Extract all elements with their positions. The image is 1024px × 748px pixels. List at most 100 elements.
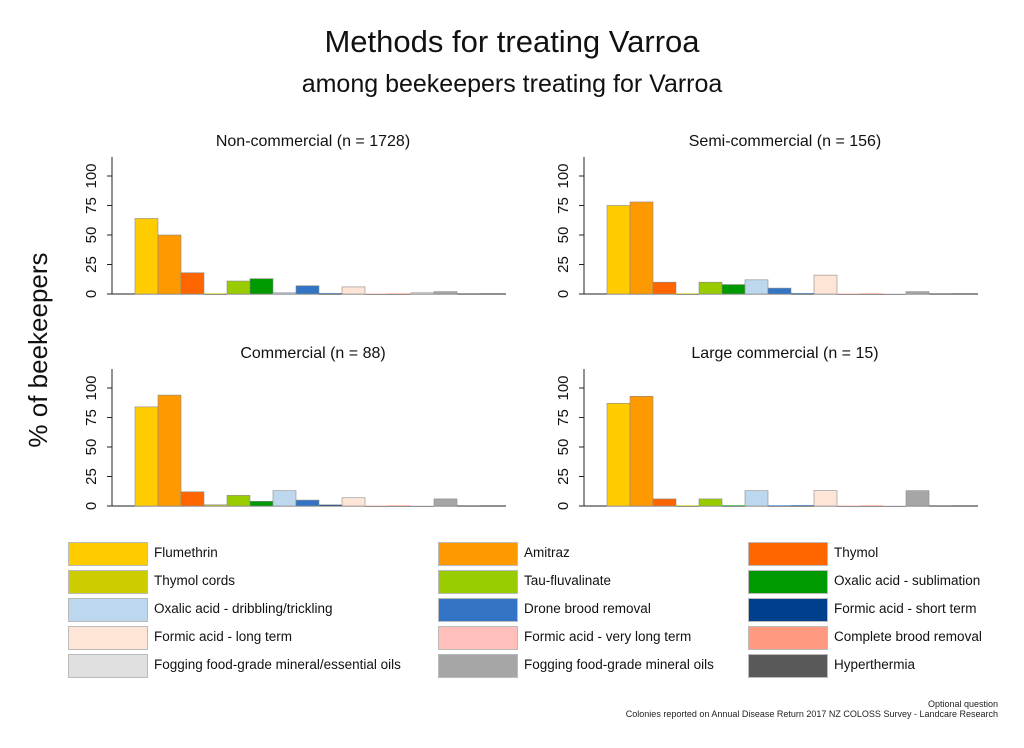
legend-swatch — [68, 626, 148, 650]
bar-6 — [722, 505, 745, 506]
bar-3 — [652, 281, 677, 295]
bar-10 — [813, 490, 838, 507]
legend-label: Drone brood removal — [524, 601, 651, 616]
legend: Flumethrin Amitraz Thymol Thymol cords Tau-f… — [68, 542, 1008, 682]
legend-label: Formic acid - short term — [834, 601, 977, 616]
bar-2 — [629, 201, 654, 295]
y-tick-label: 100 — [555, 375, 572, 400]
legend-label: Oxalic acid - sublimation — [834, 573, 981, 588]
legend-swatch — [438, 542, 518, 566]
y-tick-label: 75 — [555, 409, 572, 426]
footer-source: Colonies reported on Annual Disease Retu… — [625, 709, 998, 719]
panel-title: Semi-commercial (n = 156) — [689, 133, 882, 150]
legend-swatch — [748, 570, 828, 594]
panel-title: Non-commercial (n = 1728) — [216, 133, 410, 150]
legend-swatch — [68, 654, 148, 678]
y-tick-label: 100 — [555, 163, 572, 188]
chart-title: Methods for treating Varroa — [324, 24, 700, 59]
bar-15 — [929, 293, 952, 294]
bar-13 — [883, 293, 906, 294]
y-tick-label: 0 — [555, 290, 572, 298]
bar-4 — [203, 504, 228, 507]
y-tick-label: 50 — [83, 439, 100, 456]
legend-swatch — [748, 542, 828, 566]
bar-11 — [365, 505, 388, 506]
y-tick-label: 25 — [555, 256, 572, 273]
bar-2 — [629, 395, 654, 507]
y-tick-label: 0 — [83, 502, 100, 510]
legend-swatch — [68, 598, 148, 622]
legend-label: Oxalic acid - dribbling/trickling — [154, 601, 333, 616]
bar-14 — [905, 291, 930, 295]
bar-8 — [768, 505, 791, 506]
footer-note: Optional question — [927, 699, 998, 709]
legend-swatch — [438, 570, 518, 594]
y-tick-label: 75 — [555, 197, 572, 214]
bar-10 — [341, 286, 366, 295]
y-tick-label: 25 — [83, 256, 100, 273]
bar-10 — [813, 274, 838, 295]
y-tick-label: 25 — [83, 468, 100, 485]
legend-swatch — [438, 598, 518, 622]
panel-title: Commercial (n = 88) — [240, 345, 385, 362]
bar-9 — [319, 293, 342, 294]
bar-15 — [457, 293, 480, 294]
y-tick-label: 75 — [83, 197, 100, 214]
bar-5 — [698, 498, 723, 507]
bar-2 — [157, 234, 182, 295]
bar-3 — [180, 272, 205, 295]
legend-label: Thymol — [834, 545, 879, 560]
bar-3 — [652, 498, 677, 507]
bar-13 — [411, 505, 434, 506]
legend-label: Hyperthermia — [834, 657, 916, 672]
bar-4 — [676, 505, 699, 506]
legend-label: Tau-fluvalinate — [524, 573, 612, 588]
bar-4 — [676, 293, 699, 294]
legend-label: Fogging food-grade mineral oils — [524, 657, 714, 672]
bar-14 — [433, 498, 458, 507]
bar-6 — [249, 278, 274, 295]
bar-11 — [365, 293, 388, 294]
bar-1 — [606, 403, 631, 507]
bar-12 — [860, 293, 883, 294]
legend-label: Thymol cords — [154, 573, 236, 588]
legend-label: Flumethrin — [154, 545, 218, 560]
panel-3: Commercial (n = 88) 0 25 50 75 100 — [83, 345, 506, 510]
panel-4: Large commercial (n = 15) 0 25 50 75 100 — [555, 345, 978, 510]
bar-7 — [744, 490, 769, 507]
bar-8 — [295, 285, 320, 295]
bar-7 — [744, 279, 769, 295]
bar-15 — [929, 505, 952, 506]
bar-8 — [767, 287, 792, 295]
y-tick-label: 100 — [83, 163, 100, 188]
bar-12 — [388, 293, 411, 294]
panel-title: Large commercial (n = 15) — [691, 345, 878, 362]
bar-12 — [388, 505, 411, 506]
bar-4 — [204, 293, 227, 294]
bar-13 — [883, 505, 906, 506]
bar-5 — [226, 495, 251, 507]
chart-subtitle: among beekeepers treating for Varroa — [301, 70, 723, 98]
legend-label: Amitraz — [524, 545, 570, 560]
bar-9 — [791, 293, 814, 294]
legend-swatch — [68, 542, 148, 566]
legend-swatch — [68, 570, 148, 594]
legend-label: Fogging food-grade mineral/essential oil… — [154, 657, 401, 672]
y-tick-label: 0 — [555, 502, 572, 510]
y-tick-label: 75 — [83, 409, 100, 426]
bar-5 — [226, 280, 251, 295]
bar-11 — [837, 505, 860, 506]
legend-swatch — [748, 626, 828, 650]
panel-2: Semi-commercial (n = 156) 0 25 50 75 100 — [555, 133, 978, 298]
bar-14 — [433, 291, 458, 295]
bar-9 — [318, 504, 343, 507]
y-tick-label: 50 — [555, 439, 572, 456]
bar-12 — [860, 505, 883, 506]
bar-11 — [837, 293, 860, 294]
bar-2 — [157, 394, 182, 507]
bar-1 — [134, 218, 159, 295]
bar-charts: Non-commercial (n = 1728) 0 25 50 75 100 Semi-… — [83, 133, 978, 510]
y-tick-label: 50 — [83, 227, 100, 244]
footer: Optional question Colonies reported on A… — [626, 699, 998, 719]
bar-3 — [180, 491, 205, 507]
